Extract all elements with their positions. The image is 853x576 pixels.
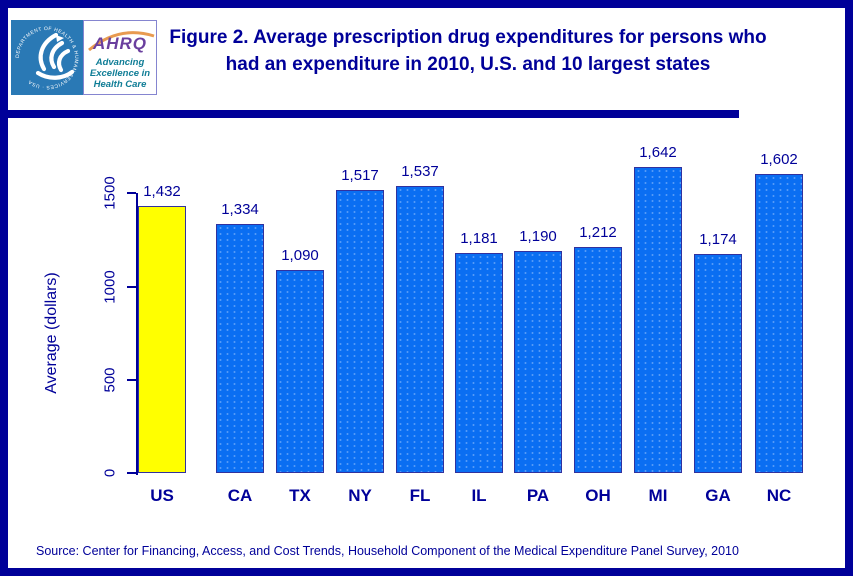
y-tick-mark <box>127 192 136 194</box>
x-axis-category-label: MI <box>648 486 668 505</box>
bar-value-label: 1,181 <box>460 230 498 247</box>
bar <box>396 186 444 473</box>
x-axis-category-label: GA <box>705 486 731 505</box>
bar <box>634 167 682 473</box>
ahrq-tagline-line2: Excellence in <box>89 68 151 79</box>
bar-value-label: 1,602 <box>760 151 798 168</box>
ahrq-arc-icon <box>88 31 155 52</box>
x-axis-category-label: US <box>150 486 174 505</box>
y-axis-line <box>136 193 138 475</box>
frame-border-left <box>0 0 8 576</box>
bar-value-label: 1,432 <box>143 183 181 200</box>
frame-border-right <box>845 0 853 576</box>
source-note: Source: Center for Financing, Access, an… <box>36 544 739 558</box>
y-tick-label: 0 <box>101 468 119 478</box>
x-axis-category-label: NY <box>348 486 372 505</box>
bar <box>336 190 384 473</box>
agency-logo: DEPARTMENT OF HEALTH & HUMAN SERVICES · … <box>11 20 157 95</box>
x-axis-category-label: PA <box>526 486 550 505</box>
ahrq-acronym: AHRQ <box>92 34 148 53</box>
bar <box>216 224 264 473</box>
x-axis-category-label: NC <box>766 486 792 505</box>
bar <box>755 174 803 473</box>
frame-border-top <box>0 0 853 8</box>
bar <box>514 251 562 473</box>
bar-us-highlight <box>138 206 186 473</box>
header-divider <box>8 110 739 118</box>
figure-title-line1: Figure 2. Average prescription drug expe… <box>169 27 767 48</box>
y-tick-mark <box>127 472 136 474</box>
figure-title: Figure 2. Average prescription drug expe… <box>168 24 768 78</box>
y-tick-label: 500 <box>101 367 119 393</box>
y-tick-mark <box>127 379 136 381</box>
bar-value-label: 1,517 <box>341 167 379 184</box>
bar <box>574 247 622 473</box>
ahrq-tagline-line1: Advancing <box>95 57 145 68</box>
y-axis-title: Average (dollars) <box>43 272 60 394</box>
bar <box>694 254 742 473</box>
bar-value-label: 1,537 <box>401 163 439 180</box>
bar-value-label: 1,642 <box>639 144 677 161</box>
ahrq-tagline: Advancing Excellence in Health Care <box>84 57 156 90</box>
bar <box>276 270 324 473</box>
x-axis-category-label: TX <box>289 486 311 505</box>
figure-title-line2: had an expenditure in 2010, U.S. and 10 … <box>225 54 711 75</box>
y-tick-label: 1500 <box>101 176 119 210</box>
bar-value-label: 1,190 <box>519 228 557 245</box>
frame-border-bottom <box>0 568 853 576</box>
x-axis-category-label: FL <box>409 486 431 505</box>
y-tick-mark <box>127 286 136 288</box>
bar-value-label: 1,174 <box>699 231 737 248</box>
bar-value-label: 1,090 <box>281 247 319 264</box>
hhs-seal: DEPARTMENT OF HEALTH & HUMAN SERVICES · … <box>11 20 83 95</box>
x-axis-category-label: OH <box>585 486 611 505</box>
x-axis-category-label: CA <box>227 486 253 505</box>
x-axis-category-label: IL <box>471 486 487 505</box>
hhs-eagle-icon: DEPARTMENT OF HEALTH & HUMAN SERVICES · … <box>15 26 79 90</box>
bar <box>455 253 503 473</box>
ahrq-tagline-line3: Health Care <box>93 79 147 90</box>
bar-value-label: 1,212 <box>579 224 617 241</box>
y-tick-label: 1000 <box>101 270 119 304</box>
bar-value-label: 1,334 <box>221 201 259 218</box>
ahrq-logo: AHRQ Advancing Excellence in Health Care <box>83 20 157 95</box>
